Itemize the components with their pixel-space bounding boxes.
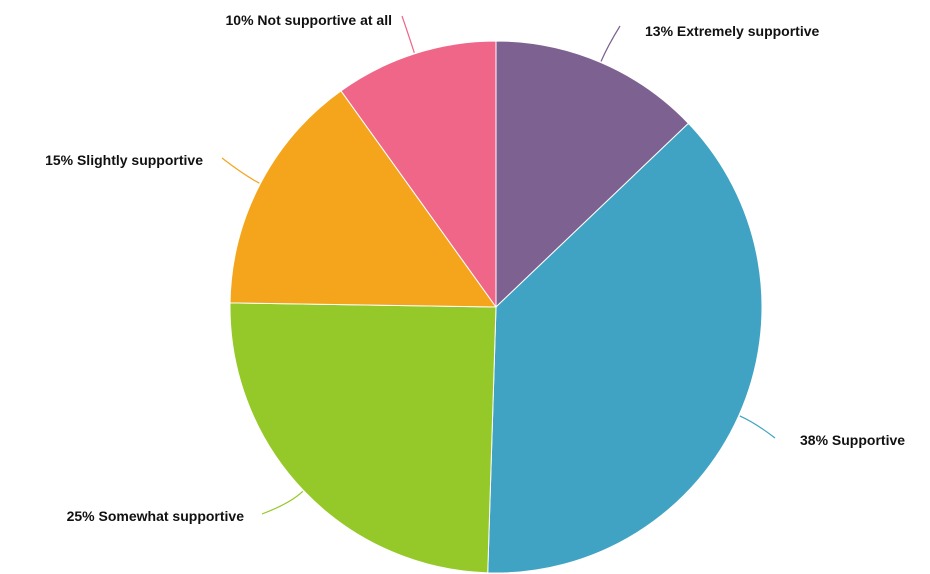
slice-label-slightly-supportive: 15% Slightly supportive <box>45 152 203 168</box>
pie-slice-slightly-supportive <box>229 90 497 308</box>
pie-slices <box>229 40 763 574</box>
slice-labels: 13% Extremely supportive 38% Supportive 25… <box>45 12 905 524</box>
leader-line-extremely-supportive <box>600 25 621 62</box>
leader-line-not-supportive-at-all <box>401 15 415 53</box>
pie-slice-supportive <box>487 122 763 574</box>
slice-label-somewhat-supportive: 25% Somewhat supportive <box>67 508 245 524</box>
pie-slice-somewhat-supportive <box>229 302 497 574</box>
slice-label-extremely-supportive: 13% Extremely supportive <box>645 23 820 39</box>
pie-slice-not-supportive-at-all <box>340 40 497 309</box>
leader-line-supportive <box>739 415 776 439</box>
slice-label-not-supportive-at-all: 10% Not supportive at all <box>226 12 392 28</box>
pie-slice-extremely-supportive <box>495 40 690 309</box>
leader-lines <box>221 15 776 515</box>
slice-label-supportive: 38% Supportive <box>800 432 905 448</box>
leader-line-slightly-supportive <box>221 157 260 184</box>
leader-line-somewhat-supportive <box>261 490 304 515</box>
